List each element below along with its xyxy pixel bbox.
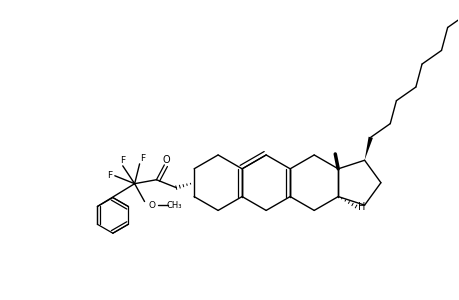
Polygon shape (364, 137, 372, 160)
Text: CH₃: CH₃ (166, 201, 182, 210)
Text: O: O (149, 201, 156, 210)
Text: F: F (107, 171, 112, 180)
Text: F: F (120, 156, 125, 165)
Text: O: O (162, 155, 170, 165)
Text: F: F (140, 154, 145, 164)
Text: H: H (358, 202, 365, 212)
